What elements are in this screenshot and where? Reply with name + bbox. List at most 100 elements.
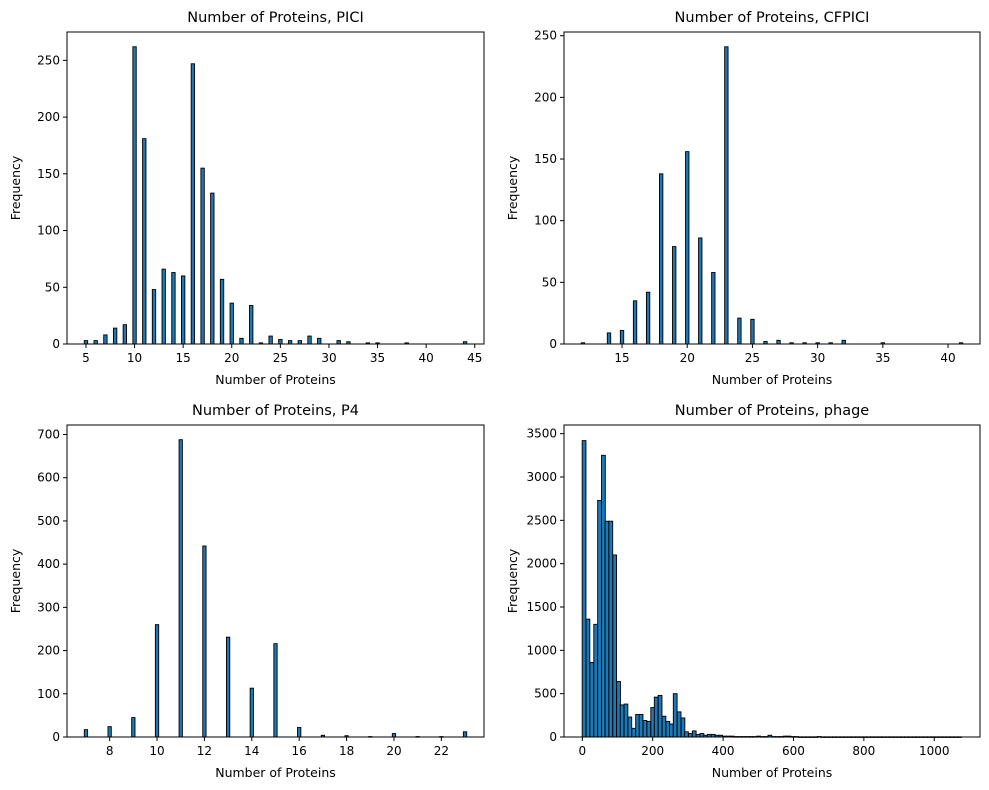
x-tick-label: 12 xyxy=(197,744,212,758)
x-tick-label: 10 xyxy=(127,351,142,365)
subplot-1: 5 10 15 20 25 30 35 40 45 0 50 100 150 200 250 Number o… xyxy=(8,10,485,387)
y-tick-label: 250 xyxy=(534,29,557,43)
bar xyxy=(462,731,468,738)
x-tick-label: 35 xyxy=(875,351,890,365)
x-tick-label: 25 xyxy=(273,351,288,365)
bar xyxy=(612,554,618,738)
bar xyxy=(142,138,147,345)
bar xyxy=(619,704,625,738)
bar xyxy=(645,291,651,345)
bar xyxy=(653,696,659,738)
bar xyxy=(776,339,781,345)
x-tick-label: 18 xyxy=(339,744,354,758)
bar xyxy=(638,714,644,738)
x-axis-label: Number of Proteins xyxy=(712,765,833,780)
bar xyxy=(297,340,302,345)
x-tick-label: 8 xyxy=(106,744,114,758)
bar xyxy=(676,711,682,738)
y-tick-label: 50 xyxy=(542,275,557,289)
bar xyxy=(606,332,612,345)
bar xyxy=(178,439,183,738)
bar xyxy=(122,324,127,345)
x-tick-label: 15 xyxy=(614,351,629,365)
bar xyxy=(287,340,293,345)
x-tick-label: 40 xyxy=(419,351,434,365)
x-tick-label: 30 xyxy=(321,351,336,365)
x-tick-label: 800 xyxy=(852,744,875,758)
chart-title: Number of Proteins, PICI xyxy=(187,10,363,26)
bar xyxy=(202,545,207,738)
bar xyxy=(336,340,341,345)
bar xyxy=(132,46,137,345)
y-tick-label: 3500 xyxy=(526,427,557,441)
y-tick-label: 100 xyxy=(37,224,60,238)
bar xyxy=(171,272,176,345)
bar xyxy=(627,716,633,738)
y-tick-label: 200 xyxy=(37,644,60,658)
bar xyxy=(646,720,652,738)
bar xyxy=(273,643,278,738)
subplot-2: 15 20 25 30 35 40 0 50 100 150 200 250 Number of Pro… xyxy=(505,10,981,387)
subplot-4: 0 200 400 600 800 1000 0 500 1000 1500 2000 2500 300… xyxy=(505,403,981,780)
y-tick-label: 700 xyxy=(37,428,60,442)
y-tick-label: 1000 xyxy=(526,643,557,657)
bar xyxy=(688,733,693,738)
bar xyxy=(691,730,697,738)
y-tick-label: 3000 xyxy=(526,470,557,484)
y-tick-label: 2000 xyxy=(526,557,557,571)
subplot-3: 8 10 12 14 16 18 20 22 0 100 200 300 400 500 600 700 Num… xyxy=(8,403,485,780)
bar xyxy=(698,237,703,345)
x-tick-label: 20 xyxy=(386,744,401,758)
y-tick-label: 0 xyxy=(549,730,557,744)
bar xyxy=(711,272,716,345)
bar xyxy=(297,727,302,738)
x-tick-label: 0 xyxy=(578,744,586,758)
axes-frame xyxy=(66,31,485,345)
bar xyxy=(642,720,648,738)
bar xyxy=(210,192,215,345)
bar xyxy=(589,662,595,738)
bar xyxy=(161,268,166,345)
y-tick-label: 0 xyxy=(52,730,60,744)
bar xyxy=(103,334,108,345)
y-tick-label: 2500 xyxy=(526,513,557,527)
bar xyxy=(239,337,244,345)
bar xyxy=(841,339,846,345)
y-axis-label: Frequency xyxy=(8,155,23,220)
x-axis-label: Number of Proteins xyxy=(712,372,833,387)
bar xyxy=(604,520,610,738)
x-tick-label: 20 xyxy=(224,351,239,365)
y-tick-label: 0 xyxy=(549,337,557,351)
x-tick-label: 1000 xyxy=(919,744,950,758)
x-tick-label: 25 xyxy=(745,351,760,365)
y-axis-label: Frequency xyxy=(8,548,23,613)
x-tick-label: 16 xyxy=(292,744,307,758)
bar xyxy=(737,317,742,345)
bar xyxy=(581,440,587,738)
bar xyxy=(597,499,602,738)
axes-frame xyxy=(563,424,981,738)
bar xyxy=(131,717,136,738)
x-tick-label: 20 xyxy=(680,351,695,365)
bar xyxy=(724,46,729,345)
chart-title: Number of Proteins, P4 xyxy=(192,403,359,419)
y-axis-label: Frequency xyxy=(505,548,520,613)
bar xyxy=(112,327,118,345)
x-tick-label: 35 xyxy=(370,351,385,365)
axes-frame xyxy=(563,31,981,345)
bar xyxy=(219,278,225,345)
y-tick-label: 500 xyxy=(534,687,557,701)
bar xyxy=(317,337,322,345)
x-tick-label: 22 xyxy=(434,744,449,758)
bar xyxy=(623,703,629,738)
bar xyxy=(593,623,599,738)
bar xyxy=(684,731,689,738)
bar xyxy=(181,275,186,345)
bar xyxy=(107,726,112,738)
bar xyxy=(83,340,89,345)
chart-title: Number of Proteins, CFPICI xyxy=(675,10,870,26)
y-tick-label: 600 xyxy=(37,471,60,485)
bar xyxy=(672,246,677,345)
bar xyxy=(249,304,254,345)
